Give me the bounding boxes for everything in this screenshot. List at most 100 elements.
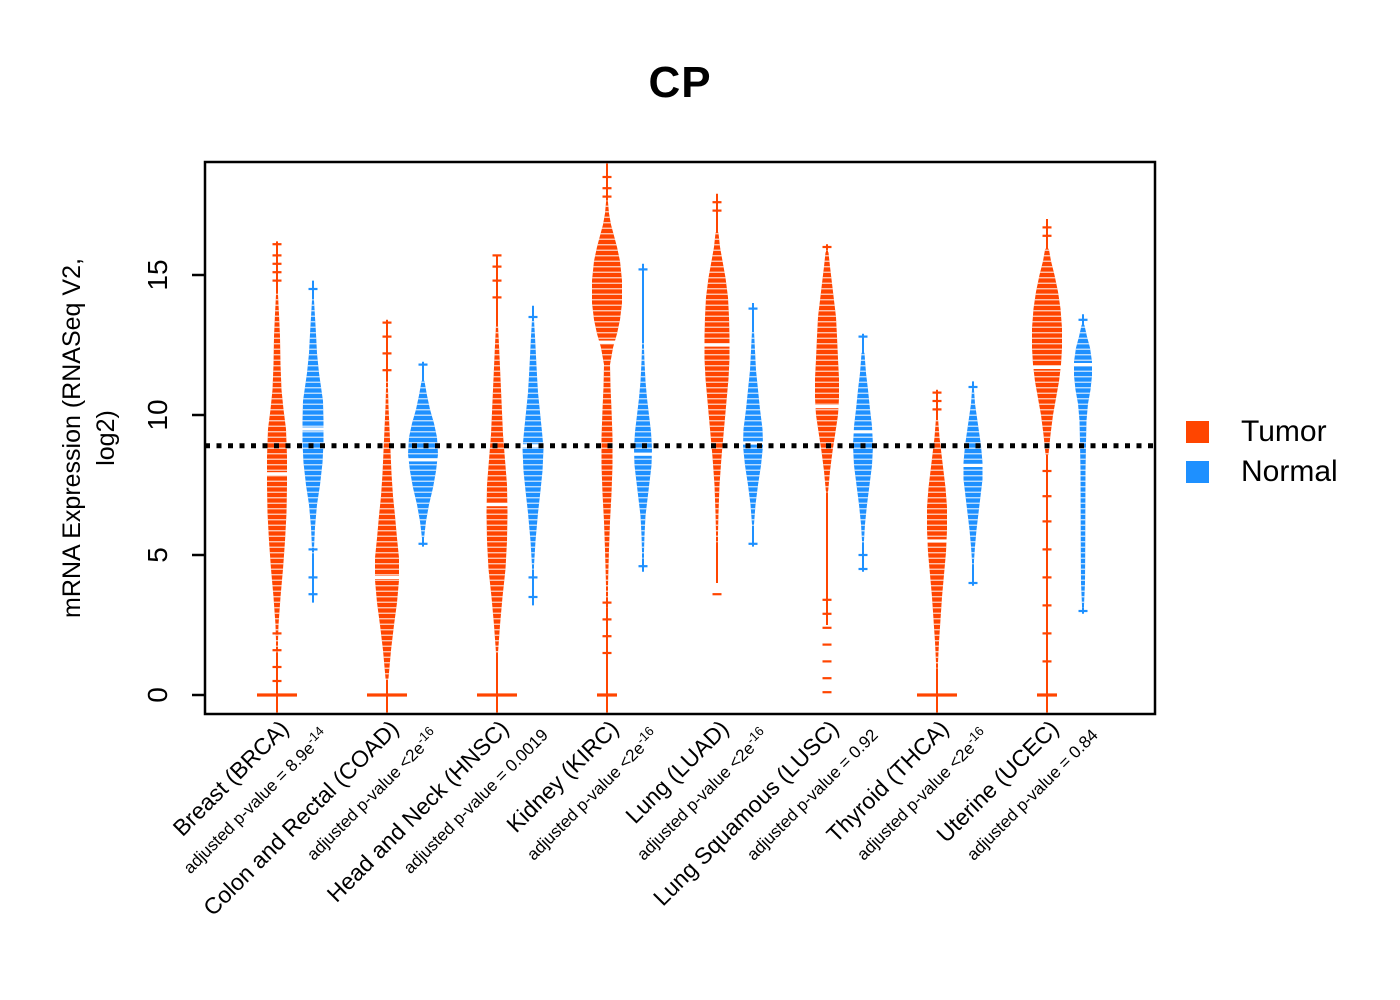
violin-tumor-7-outlier bbox=[1042, 234, 1052, 237]
violin-tumor-7-outlier bbox=[1042, 576, 1052, 579]
violin-tumor-2-outlier bbox=[492, 254, 502, 257]
violin-tumor-3-outlier bbox=[602, 618, 612, 621]
legend-label-tumor: Tumor bbox=[1241, 415, 1327, 448]
violin-normal-0-outlier bbox=[308, 548, 318, 551]
legend-swatch-tumor bbox=[1186, 421, 1209, 443]
violin-tumor-2-outlier bbox=[492, 265, 502, 268]
violin-normal-6-outlier bbox=[968, 385, 978, 389]
violin-tumor-5-outlier bbox=[822, 677, 832, 680]
violin-tumor-3-outlier bbox=[602, 651, 612, 655]
violin-tumor-1 bbox=[367, 319, 407, 713]
legend-label-normal: Normal bbox=[1241, 455, 1338, 488]
violin-normal-7-outlier bbox=[1078, 609, 1088, 613]
violin-tumor-6 bbox=[917, 389, 957, 713]
violin-tumor-0-outlier bbox=[272, 632, 282, 635]
violin-tumor-1-outlier bbox=[382, 335, 392, 338]
legend-swatch-normal bbox=[1186, 461, 1209, 483]
violin-normal-0 bbox=[299, 280, 327, 603]
violin-normal-2-median-line bbox=[519, 444, 547, 448]
violin-tumor-6-outlier bbox=[932, 399, 942, 403]
violin-tumor-0-outlier bbox=[272, 279, 282, 282]
violin-normal-0-outlier bbox=[308, 593, 318, 596]
violin-tumor-7-outlier bbox=[1042, 548, 1052, 551]
violin-tumor-1-outlier bbox=[382, 321, 392, 324]
violin-tumor-7-outlier bbox=[1042, 495, 1052, 498]
violin-normal-1-outlier bbox=[418, 542, 428, 545]
violin-tumor-0-median-line bbox=[264, 472, 290, 476]
violin-tumor-5-outlier bbox=[822, 691, 832, 694]
violin-normal-3-outlier bbox=[638, 565, 648, 568]
violin-tumor-5 bbox=[812, 244, 842, 694]
violin-normal-2-outlier bbox=[528, 595, 538, 599]
violin-tumor-3-median-line bbox=[596, 340, 618, 344]
violin-normal-7-median-line bbox=[1071, 363, 1095, 367]
violin-tumor-5-outlier bbox=[822, 660, 832, 663]
violin-normal-4-median-line bbox=[740, 441, 766, 445]
violin-tumor-2-zero-bar bbox=[477, 693, 517, 697]
y-axis-label: mRNA Expression (RNASeq V2, log2) bbox=[58, 258, 120, 618]
violin-tumor-5-median-line bbox=[812, 405, 842, 409]
violin-normal-2 bbox=[519, 305, 547, 606]
violin-tumor-0-outlier bbox=[272, 649, 282, 652]
violin-normal-3-outlier bbox=[638, 268, 648, 271]
violin-normal-4-outlier bbox=[748, 307, 758, 310]
violin-tumor-7-outlier bbox=[1042, 226, 1052, 229]
violin-tumor-4 bbox=[701, 193, 733, 596]
violin-normal-0-outlier bbox=[308, 287, 318, 291]
violin-normal-3 bbox=[631, 263, 655, 572]
violin-tumor-0-outlier bbox=[272, 271, 282, 274]
violin-tumor-2-median-line bbox=[483, 503, 511, 507]
violin-normal-7 bbox=[1071, 314, 1095, 614]
violin-normal-1-median-line bbox=[405, 458, 441, 462]
violin-normal-4-outlier bbox=[748, 542, 758, 545]
violin-tumor-0-outlier bbox=[272, 679, 282, 683]
violin-tumor-3 bbox=[592, 163, 622, 713]
plot-box bbox=[203, 160, 1157, 716]
violin-tumor-5-outlier bbox=[822, 612, 832, 615]
violin-normal-5-outlier bbox=[858, 567, 868, 571]
violin-normal-5-median-line bbox=[850, 430, 876, 434]
violin-normal-0-median-line bbox=[299, 427, 327, 431]
violin-tumor-1-outlier bbox=[382, 352, 392, 355]
violin-tumor-4-outlier bbox=[712, 593, 722, 596]
violin-normal-6 bbox=[960, 381, 986, 586]
violin-tumor-5-outlier bbox=[822, 245, 832, 249]
y-tick-label: 10 bbox=[142, 399, 173, 430]
violin-tumor-6-zero-bar bbox=[917, 693, 957, 697]
violin-tumor-3-outlier bbox=[602, 635, 612, 638]
violin-normal-5-outlier bbox=[858, 553, 868, 557]
violin-tumor-7-outlier bbox=[1042, 632, 1052, 635]
violin-tumor-7-outlier bbox=[1042, 604, 1052, 607]
violin-normal-3-median-line bbox=[631, 452, 655, 456]
chart-title: CP bbox=[648, 58, 712, 107]
violin-tumor-4-outlier bbox=[712, 209, 722, 212]
violin-tumor-5-outlier bbox=[822, 626, 832, 629]
violin-normal-4 bbox=[740, 303, 766, 547]
violin-normal-7-outlier bbox=[1078, 318, 1088, 321]
violin-tumor-1-zero-bar bbox=[367, 693, 407, 697]
violin-normal-2-outlier bbox=[528, 315, 538, 319]
violin-normal-1 bbox=[405, 361, 441, 547]
violin-tumor-3-outlier bbox=[602, 175, 612, 179]
violin-tumor-7-outlier bbox=[1042, 520, 1052, 523]
violin-tumor-2-outlier bbox=[492, 279, 502, 282]
legend-item-normal: Normal bbox=[1186, 455, 1338, 488]
violin-normal-2-outlier bbox=[528, 576, 538, 579]
violin-tumor-7 bbox=[1030, 219, 1064, 713]
violin-tumor-6-outlier bbox=[932, 408, 942, 411]
violin-normal-5 bbox=[850, 333, 876, 572]
legend-item-tumor: Tumor bbox=[1186, 415, 1338, 448]
violin-tumor-4-outlier bbox=[712, 201, 722, 204]
violin-tumor-7-outlier bbox=[1042, 660, 1052, 663]
violin-normal-6-median-line bbox=[960, 463, 986, 467]
violin-tumor-7-zero-bar bbox=[1037, 693, 1057, 697]
violin-tumor-6-median-line bbox=[924, 539, 950, 543]
violin-normal-1-outlier bbox=[418, 363, 428, 366]
violin-normal-5-outlier bbox=[858, 335, 868, 338]
violin-tumor-7-outlier bbox=[1042, 469, 1052, 473]
violin-tumor-0 bbox=[257, 241, 297, 713]
violin-normal-6-outlier bbox=[968, 581, 978, 585]
y-tick-label: 5 bbox=[142, 547, 173, 563]
